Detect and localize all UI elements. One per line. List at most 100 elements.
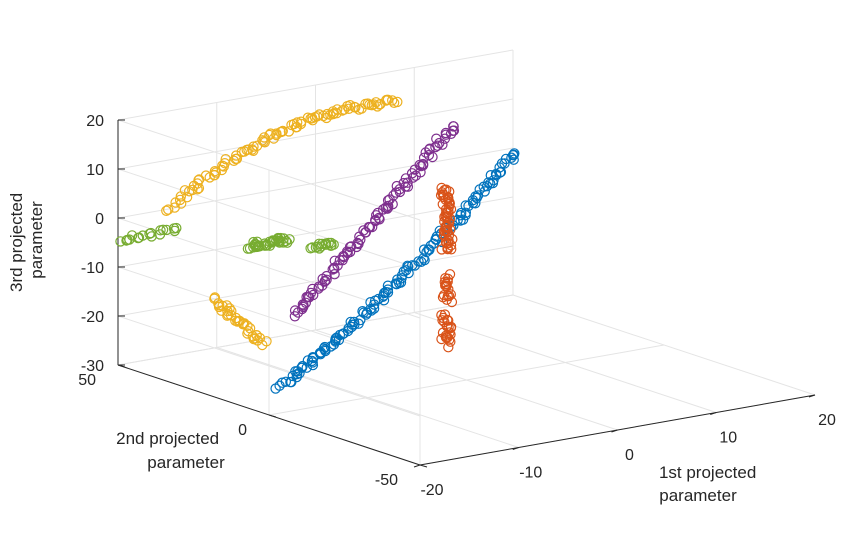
data-point-series-1	[456, 207, 467, 219]
data-point-series-4	[300, 297, 311, 308]
x-tick-label: -20	[420, 482, 443, 499]
data-point-series-4	[383, 200, 394, 212]
data-point-series-2	[446, 244, 457, 255]
data-point-series-4	[329, 255, 340, 266]
data-point-series-3	[368, 99, 379, 110]
data-point-series-2	[440, 280, 451, 291]
x-tick-mark	[512, 447, 519, 450]
data-point-series-3	[257, 135, 268, 146]
data-point-series-1	[301, 362, 312, 373]
data-point-series-4	[390, 187, 402, 198]
data-point-series-4	[308, 289, 319, 301]
data-point-series-3	[236, 146, 247, 158]
data-point-series-3	[162, 204, 174, 215]
data-point-series-1	[319, 341, 330, 353]
data-point-series-5	[169, 225, 180, 237]
data-point-series-4	[448, 121, 459, 132]
data-point-series-1	[508, 154, 519, 165]
grid-line	[117, 315, 421, 417]
data-point-series-3	[259, 137, 270, 148]
data-point-series-3	[277, 126, 288, 137]
data-point-series-4	[344, 246, 356, 258]
data-point-series-3	[193, 174, 204, 186]
data-point-series-3	[220, 153, 231, 165]
data-point-series-1	[425, 240, 436, 251]
data-point-series-1	[382, 284, 394, 295]
data-point-series-4	[437, 139, 448, 150]
data-point-series-4	[432, 140, 443, 151]
data-point-series-2	[443, 315, 454, 326]
data-point-series-2	[445, 336, 456, 347]
data-point-series-3	[249, 333, 260, 344]
data-point-series-3	[174, 194, 186, 206]
data-point-series-3	[258, 136, 269, 147]
data-point-series-3	[332, 104, 343, 115]
data-point-series-4	[364, 221, 376, 233]
data-point-series-1	[402, 260, 413, 271]
data-point-series-3	[265, 128, 276, 139]
data-point-series-4	[371, 210, 382, 221]
data-markers	[115, 94, 520, 394]
data-point-series-3	[209, 165, 221, 177]
data-point-series-5	[161, 224, 172, 236]
y-tick-label: -50	[375, 472, 398, 489]
y-tick-mark	[268, 414, 277, 418]
data-point-series-1	[296, 362, 308, 373]
data-point-series-2	[442, 273, 454, 284]
y-tick-mark	[419, 464, 428, 468]
data-point-series-3	[381, 95, 392, 106]
data-point-series-1	[280, 376, 291, 387]
data-point-series-4	[373, 212, 385, 224]
data-point-series-4	[307, 283, 318, 295]
data-point-series-3	[254, 332, 266, 344]
z-tick-label: 10	[86, 162, 104, 179]
data-point-series-4	[417, 158, 429, 170]
grid-line	[268, 344, 665, 416]
data-point-series-3	[181, 191, 193, 203]
data-point-series-4	[406, 168, 418, 179]
data-point-series-4	[372, 207, 383, 219]
data-point-series-3	[248, 141, 259, 152]
data-point-series-1	[348, 316, 360, 328]
data-point-series-2	[441, 278, 452, 290]
data-point-series-4	[352, 237, 363, 249]
grid-line	[117, 147, 514, 219]
x-tick-label: -10	[519, 465, 542, 482]
data-point-series-3	[179, 185, 191, 196]
grid-layer	[117, 49, 816, 466]
data-point-series-4	[388, 190, 399, 201]
data-point-series-1	[368, 303, 380, 314]
data-point-series-5	[284, 234, 295, 245]
grid-line	[117, 119, 421, 221]
data-point-series-1	[380, 286, 391, 298]
z-tick-label: -20	[81, 309, 104, 326]
y-tick-label: 50	[78, 372, 96, 389]
x-tick-mark	[808, 394, 816, 398]
data-point-series-4	[380, 202, 391, 213]
data-point-series-1	[416, 256, 427, 267]
y-tick-label: 0	[238, 422, 247, 439]
data-point-series-3	[243, 144, 254, 155]
z-axis-label: 3rd projected parameter	[7, 188, 46, 292]
data-point-series-1	[508, 149, 519, 160]
grid-line	[117, 294, 514, 366]
data-point-series-5	[325, 237, 337, 249]
data-point-series-1	[460, 207, 471, 218]
data-point-series-1	[337, 328, 348, 340]
z-tick-label: -30	[81, 358, 104, 375]
x-tick-label: 20	[818, 412, 836, 429]
data-point-series-1	[318, 343, 330, 354]
data-point-series-4	[423, 149, 435, 161]
x-tick-label: 0	[625, 447, 634, 464]
data-point-series-1	[499, 158, 510, 169]
data-point-series-1	[345, 316, 356, 328]
data-point-series-4	[394, 186, 406, 198]
data-point-series-1	[460, 200, 471, 211]
grid-line	[117, 98, 514, 170]
data-point-series-4	[321, 270, 332, 282]
data-point-series-1	[479, 186, 490, 197]
data-point-series-3	[392, 96, 403, 108]
data-point-series-1	[285, 376, 296, 388]
data-point-series-3	[257, 339, 268, 351]
